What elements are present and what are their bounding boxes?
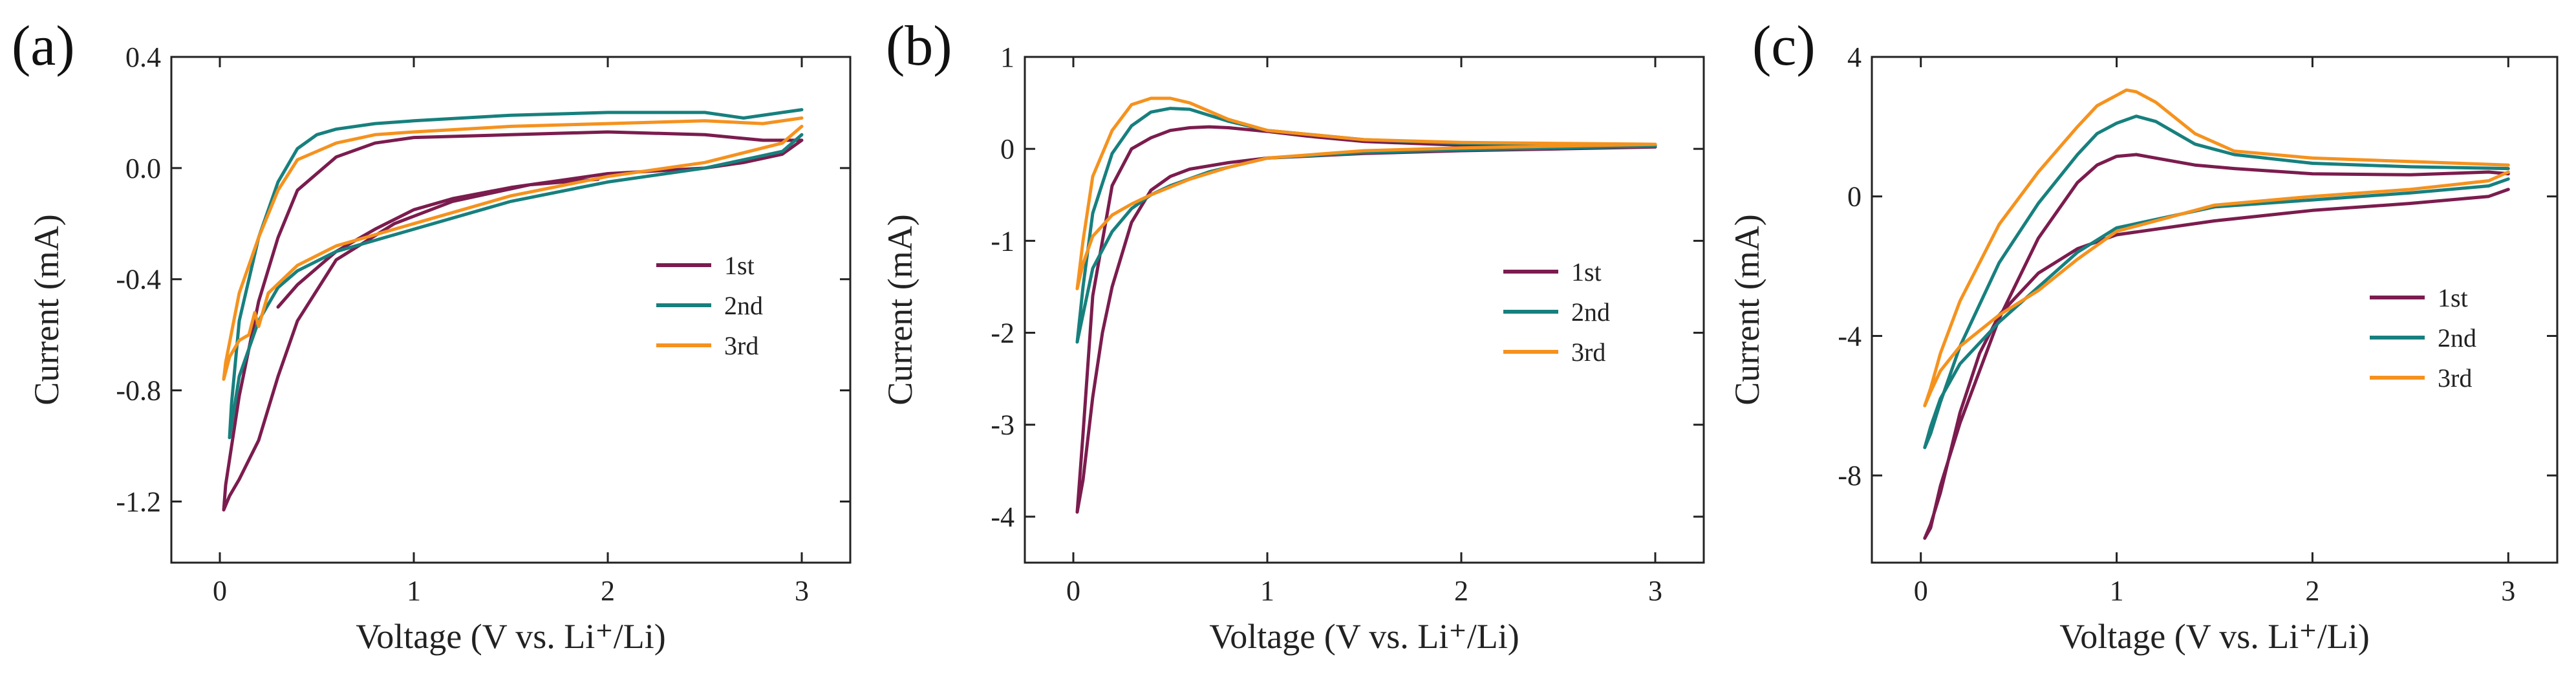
y-axis-label: Current (mA) [881,214,919,405]
legend-label-3rd: 3rd [1571,338,1605,367]
x-tick-label: 0 [1914,575,1928,607]
series-line-1st [222,130,804,512]
chart-panel-3: (c) 0 1 2 3 4 0 -4 -8 Voltage (V vs. Li⁺/Li) Curre… [1728,15,2559,656]
y-tick-label: 0 [1847,181,1862,213]
legend-label-2nd: 2nd [724,291,763,320]
plot-frame [170,56,852,564]
legend-label-2nd: 2nd [1571,297,1610,327]
series-line-3rd [222,116,804,381]
x-tick-label: 2 [601,575,615,607]
x-tick-label: 3 [1648,575,1662,607]
y-tick-label: 1 [1000,41,1014,73]
y-tick-label: 0 [1000,133,1014,165]
y-tick-label: 0.4 [125,41,161,73]
panel-label: (a) [12,15,75,78]
y-tick-label: -0.8 [116,375,161,407]
plot-frame [1871,56,2559,564]
y-tick-label: -1.2 [116,486,161,517]
x-tick-label: 1 [2110,575,2124,607]
y-tick-label: -0.4 [116,264,161,296]
x-tick-label: 1 [1260,575,1274,607]
x-tick-label: 2 [1454,575,1468,607]
chart-panel-1: (a) 0 1 2 3 0.4 0.0 -0.4 -0.8 -1.2 Voltage (V vs. … [12,15,852,656]
y-tick-label: 4 [1847,41,1862,73]
x-tick-label: 3 [2501,575,2515,607]
y-tick-label: -2 [991,318,1014,349]
y-tick-label: -1 [991,225,1014,257]
plot-frame [1024,56,1705,564]
y-tick-label: -8 [1838,460,1862,492]
x-tick-label: 1 [407,575,421,607]
legend-label-2nd: 2nd [2438,323,2476,352]
series-line-1st [1923,153,2510,540]
series-line-1st [1075,125,1657,514]
legend-label-1st: 1st [724,251,755,280]
y-tick-label: -3 [991,409,1014,441]
panel-label: (b) [886,15,952,78]
series-line-3rd [1075,96,1657,290]
y-axis-label: Current (mA) [1728,214,1766,405]
x-tick-label: 3 [795,575,809,607]
panel-label: (c) [1752,15,1816,78]
y-axis-label: Current (mA) [27,214,66,405]
legend-label-3rd: 3rd [2438,363,2472,393]
x-axis-label: Voltage (V vs. Li⁺/Li) [1209,617,1519,656]
chart-panel-2: (b) 0 1 2 3 1 0 -1 -2 -3 -4 Voltage (V vs. Li⁺/Li) C… [881,15,1705,656]
y-tick-label: -4 [991,501,1014,533]
x-axis-label: Voltage (V vs. Li⁺/Li) [2059,617,2369,656]
legend-label-3rd: 3rd [724,331,758,360]
series-line-2nd [228,108,804,440]
legend-label-1st: 1st [2438,283,2468,312]
y-tick-label: -4 [1838,320,1862,352]
x-tick-label: 0 [213,575,227,607]
legend-label-1st: 1st [1571,257,1602,286]
y-tick-label: 0.0 [125,153,161,184]
x-axis-label: Voltage (V vs. Li⁺/Li) [356,617,665,656]
series-line-3rd [1923,88,2510,407]
x-tick-label: 0 [1066,575,1080,607]
x-tick-label: 2 [2305,575,2319,607]
